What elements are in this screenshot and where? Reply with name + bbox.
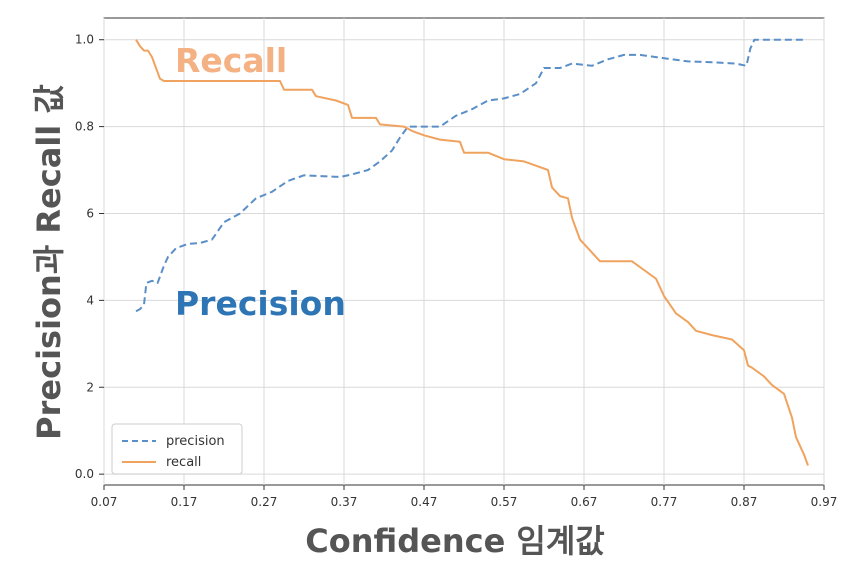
tick-marks: 0.07 0.17 0.27 0.37 0.47 0.57 0.67 0.77 0.87 0.97… [75, 33, 837, 509]
x-tick-label: 0.37 [331, 495, 358, 509]
y-tick-label: 4 [86, 293, 94, 307]
y-tick-label: 0.0 [75, 467, 94, 481]
precision-line [135, 38, 804, 313]
y-tick-label: 0.8 [75, 120, 94, 134]
x-tick-label: 0.07 [91, 495, 118, 509]
recall-annotation: Recall [175, 41, 287, 80]
y-tick-label: 6 [86, 206, 94, 220]
y-tick-label: 2 [86, 380, 94, 394]
y-tick-label: 1.0 [75, 33, 94, 47]
x-tick-label: 0.97 [811, 495, 838, 509]
annotations: Recall Precision [175, 41, 346, 323]
legend-precision-label: precision [166, 434, 225, 449]
x-tick-label: 0.17 [171, 495, 198, 509]
series-layer [135, 38, 809, 466]
x-tick-label: 0.47 [411, 495, 438, 509]
x-tick-label: 0.67 [571, 495, 598, 509]
x-axis-title: Confidence 임계값 [305, 522, 605, 560]
x-tick-label: 0.77 [651, 495, 678, 509]
precision-annotation: Precision [175, 284, 346, 323]
legend-recall-label: recall [166, 455, 201, 470]
x-tick-label: 0.87 [731, 495, 758, 509]
plot-area [103, 17, 825, 486]
x-tick-label: 0.27 [251, 495, 278, 509]
recall-line [135, 39, 809, 466]
legend: precision recall [111, 423, 243, 475]
y-axis-title: Precision과 Recall 값 [30, 84, 68, 440]
x-tick-label: 0.57 [491, 495, 518, 509]
